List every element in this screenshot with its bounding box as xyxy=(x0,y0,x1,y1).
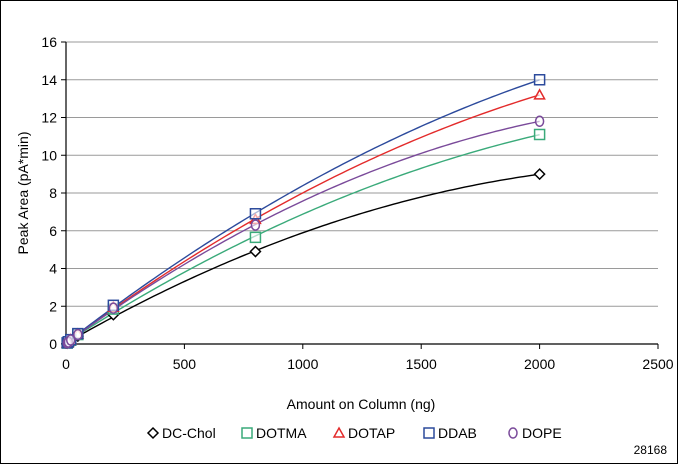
point-dotma xyxy=(533,128,546,141)
x-tick-label: 500 xyxy=(173,356,197,372)
point-dope xyxy=(250,219,261,231)
trend-lines xyxy=(66,79,540,344)
x-tick-labels: 0 500 1000 1500 2000 2500 xyxy=(62,356,674,372)
y-tick-label: 14 xyxy=(41,72,57,88)
trendline-ddab xyxy=(66,79,540,343)
point-dope xyxy=(108,302,119,314)
data-points xyxy=(60,74,546,350)
figure-number: 28168 xyxy=(634,443,668,457)
legend-label-dope: DOPE xyxy=(522,425,562,441)
point-dope xyxy=(73,328,83,341)
y-tick-label: 0 xyxy=(49,336,57,352)
point-dc-chol xyxy=(249,245,262,258)
y-tick-label: 8 xyxy=(49,185,57,201)
y-tick-label: 16 xyxy=(41,34,57,50)
legend-item-dotap: DOTAP xyxy=(332,425,395,441)
x-tick-label: 1000 xyxy=(287,356,318,372)
legend-marker-dc-chol xyxy=(146,426,160,440)
point-dope xyxy=(534,115,545,128)
legend-label-dotap: DOTAP xyxy=(348,425,395,441)
trendline-dope xyxy=(66,120,540,344)
legend: DC-Chol DOTMA DOTAP DDAB DOPE xyxy=(146,425,562,441)
point-dotap xyxy=(533,88,546,100)
trendline-dotap xyxy=(66,94,540,343)
legend-label-dotma: DOTMA xyxy=(256,425,307,441)
y-tick-label: 6 xyxy=(49,223,57,239)
x-tick-label: 1500 xyxy=(406,356,437,372)
legend-item-dope: DOPE xyxy=(508,425,562,441)
y-tick-label: 10 xyxy=(41,147,57,163)
axes xyxy=(61,41,659,349)
y-axis-title: Peak Area (pA*min) xyxy=(15,132,31,255)
legend-label-ddab: DDAB xyxy=(438,425,477,441)
y-tick-label: 4 xyxy=(49,261,57,277)
x-tick-label: 0 xyxy=(62,356,70,372)
trendline-dotma xyxy=(66,133,540,343)
legend-item-dotma: DOTMA xyxy=(241,425,307,441)
y-tick-label: 12 xyxy=(41,110,57,126)
point-dotma xyxy=(249,231,262,244)
legend-marker-dotap xyxy=(332,426,346,438)
x-tick-label: 2500 xyxy=(642,356,673,372)
y-tick-label: 2 xyxy=(49,298,57,314)
point-ddab xyxy=(249,208,262,220)
grid-lines xyxy=(66,41,658,307)
legend-item-ddab: DDAB xyxy=(423,425,477,441)
x-tick-label: 2000 xyxy=(524,356,555,372)
legend-label-dc-chol: DC-Chol xyxy=(162,425,216,441)
legend-marker-ddab xyxy=(423,427,435,439)
point-dope xyxy=(65,334,76,346)
legend-marker-dotma xyxy=(241,427,253,439)
trendline-dc-chol xyxy=(66,173,540,344)
legend-marker-dope xyxy=(508,427,518,439)
x-axis-title: Amount on Column (ng) xyxy=(287,396,436,412)
legend-item-dc-chol: DC-Chol xyxy=(146,425,216,441)
y-tick-labels: 0 2 4 6 8 10 12 14 16 xyxy=(41,34,57,352)
point-dc-chol xyxy=(533,168,546,181)
point-ddab xyxy=(533,74,546,86)
